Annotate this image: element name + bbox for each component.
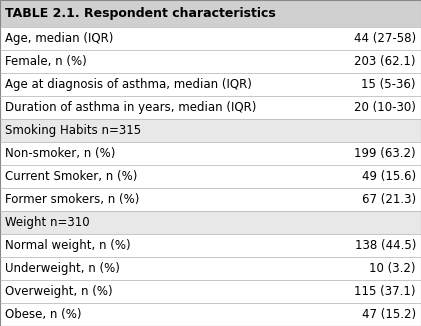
Bar	[0, 234, 421, 257]
Text: Former smokers, n (%): Former smokers, n (%)	[5, 193, 139, 206]
Bar	[0, 50, 421, 73]
Text: 44 (27-58): 44 (27-58)	[354, 32, 416, 45]
Bar	[0, 211, 421, 234]
Bar	[0, 96, 421, 119]
Text: Current Smoker, n (%): Current Smoker, n (%)	[5, 170, 137, 183]
Text: 10 (3.2): 10 (3.2)	[370, 262, 416, 275]
Text: Obese, n (%): Obese, n (%)	[5, 308, 82, 321]
Bar	[0, 188, 421, 211]
Bar	[0, 165, 421, 188]
Text: Overweight, n (%): Overweight, n (%)	[5, 285, 113, 298]
Bar	[0, 0, 421, 27]
Bar	[0, 257, 421, 280]
Text: Smoking Habits n=315: Smoking Habits n=315	[5, 124, 141, 137]
Text: Age, median (IQR): Age, median (IQR)	[5, 32, 113, 45]
Text: Non-smoker, n (%): Non-smoker, n (%)	[5, 147, 115, 160]
Text: 138 (44.5): 138 (44.5)	[354, 239, 416, 252]
Text: 115 (37.1): 115 (37.1)	[354, 285, 416, 298]
Text: Underweight, n (%): Underweight, n (%)	[5, 262, 120, 275]
Text: Duration of asthma in years, median (IQR): Duration of asthma in years, median (IQR…	[5, 101, 256, 114]
Bar	[0, 119, 421, 142]
Text: 199 (63.2): 199 (63.2)	[354, 147, 416, 160]
Bar	[0, 303, 421, 326]
Text: Weight n=310: Weight n=310	[5, 216, 90, 229]
Text: 15 (5-36): 15 (5-36)	[362, 78, 416, 91]
Text: 49 (15.6): 49 (15.6)	[362, 170, 416, 183]
Bar	[0, 73, 421, 96]
Text: 67 (21.3): 67 (21.3)	[362, 193, 416, 206]
Text: 20 (10-30): 20 (10-30)	[354, 101, 416, 114]
Bar	[0, 280, 421, 303]
Text: 203 (62.1): 203 (62.1)	[354, 55, 416, 68]
Text: TABLE 2.1. Respondent characteristics: TABLE 2.1. Respondent characteristics	[5, 7, 276, 20]
Bar	[0, 142, 421, 165]
Text: Normal weight, n (%): Normal weight, n (%)	[5, 239, 131, 252]
Text: Age at diagnosis of asthma, median (IQR): Age at diagnosis of asthma, median (IQR)	[5, 78, 252, 91]
Text: 47 (15.2): 47 (15.2)	[362, 308, 416, 321]
Bar	[0, 27, 421, 50]
Text: Female, n (%): Female, n (%)	[5, 55, 87, 68]
